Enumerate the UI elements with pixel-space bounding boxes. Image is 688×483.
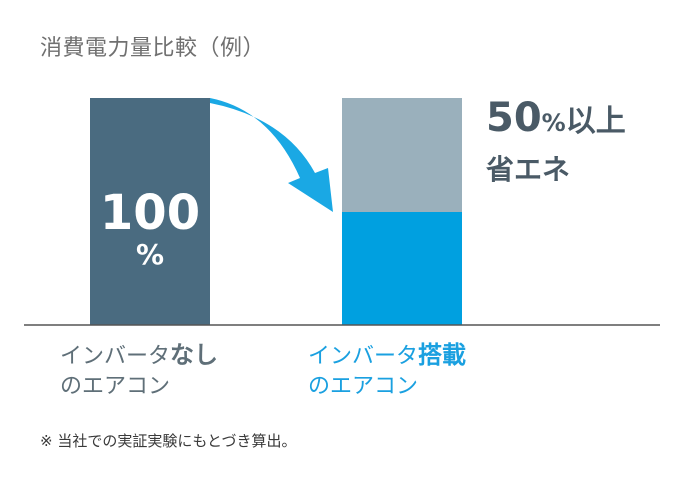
category-label-with: インバータ搭載 のエアコン bbox=[308, 340, 466, 402]
category-label-with-line2: のエアコン bbox=[308, 374, 419, 399]
data-label-number: 100 bbox=[99, 185, 201, 241]
category-label-with-bold: 搭載 bbox=[418, 341, 467, 369]
category-label-without-bold: なし bbox=[170, 341, 219, 369]
bar-saved-portion bbox=[342, 98, 462, 212]
category-label-without: インバータなし のエアコン bbox=[60, 340, 218, 402]
chart-title: 消費電力量比較（例） bbox=[40, 36, 266, 61]
savings-suffix: 以上 bbox=[565, 104, 626, 139]
savings-unit: % bbox=[541, 109, 566, 137]
footnote: ※ 当社での実証実験にもとづき算出。 bbox=[40, 432, 297, 450]
category-label-without-line2: のエアコン bbox=[60, 374, 171, 399]
arrow-decrease-icon bbox=[210, 98, 333, 212]
bar-with-inverter bbox=[342, 211, 462, 325]
savings-annotation: 50%以上 bbox=[486, 95, 626, 141]
category-label-without-line1: インバータ bbox=[60, 344, 171, 369]
bar-without-inverter bbox=[90, 98, 210, 325]
savings-line2: 省エネ bbox=[486, 153, 571, 186]
data-label-unit: % bbox=[135, 238, 165, 271]
category-label-with-line1: インバータ bbox=[308, 344, 419, 369]
savings-number: 50 bbox=[486, 95, 542, 141]
